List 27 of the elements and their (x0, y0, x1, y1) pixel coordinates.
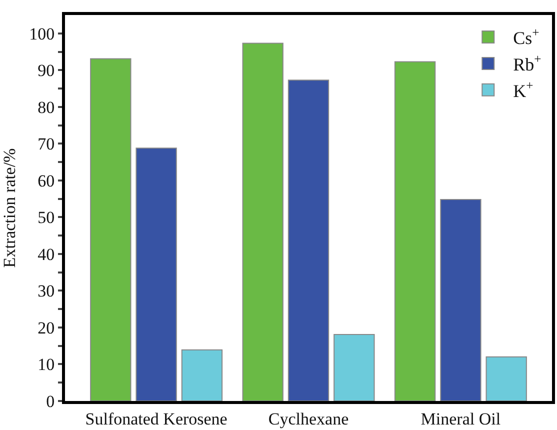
y-axis-title: Extraction rate/% (0, 148, 19, 268)
x-tick-label: Cyclhexane (268, 409, 349, 428)
y-tick-label: 20 (38, 318, 55, 338)
bar (90, 58, 132, 401)
bar (181, 349, 223, 401)
y-tick-label: 60 (38, 171, 55, 190)
y-tick-label: 40 (38, 244, 55, 264)
y-tick-label: 70 (38, 134, 55, 154)
y-tick-label: 90 (38, 61, 55, 80)
bar (486, 356, 527, 401)
y-tick-label: 80 (38, 98, 55, 117)
y-tick-label: 50 (38, 208, 55, 228)
y-tick-label: 10 (38, 355, 55, 374)
x-tick-label: Sulfonated Kerosene (85, 409, 228, 428)
bar (334, 334, 375, 401)
bar (394, 61, 436, 401)
y-tick-label: 0 (46, 392, 55, 411)
bar (288, 80, 330, 401)
x-tick-label: Mineral Oil (420, 409, 501, 428)
y-tick-label: 100 (29, 24, 55, 44)
bar (242, 42, 284, 401)
legend-label: K$^{+}$ (513, 78, 534, 101)
legend-label: Cs$^{+}$ (513, 26, 540, 48)
bar (136, 148, 177, 401)
legend-label: Rb$^{+}$ (513, 52, 542, 74)
y-tick-label: 30 (38, 282, 55, 301)
bar (440, 199, 482, 401)
